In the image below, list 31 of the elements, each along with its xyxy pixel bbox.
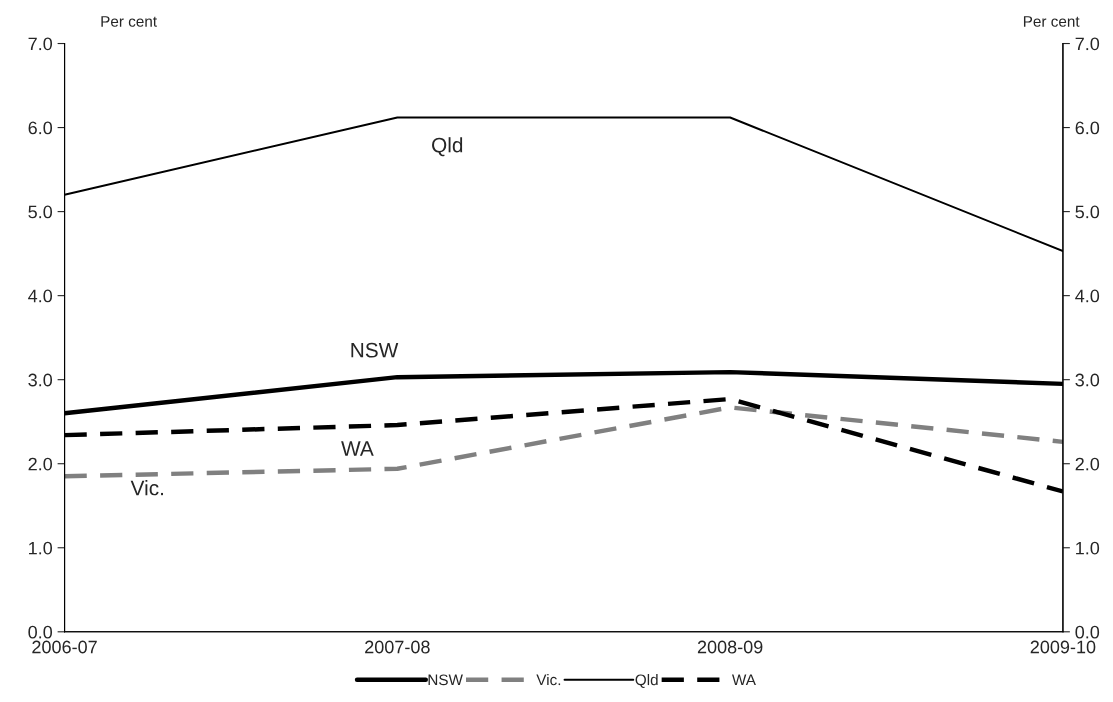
- y-tick-label: 2.0: [28, 457, 53, 471]
- legend-label: Vic.: [536, 674, 561, 686]
- text: WA: [341, 441, 374, 456]
- y-tick-label: 7.0: [28, 37, 53, 51]
- y2-tick-label: 0.0: [1075, 625, 1100, 639]
- x-tick-label: 2008-09: [697, 640, 763, 654]
- y2-tick-label: 6.0: [1075, 121, 1100, 135]
- y2-tick-label: 7.0: [1075, 37, 1100, 51]
- y2-tick-label: 1.0: [1076, 541, 1100, 555]
- y2-axis-title: Per cent: [1023, 16, 1080, 27]
- text: NSW: [351, 342, 399, 358]
- y-tick-label: 0.0: [28, 625, 53, 639]
- y-axis-title: Per cent: [101, 16, 157, 27]
- y-tick-label: 3.0: [28, 373, 53, 387]
- y-tick-label: 4.0: [28, 289, 53, 303]
- y2-tick-label: 2.0: [1075, 457, 1100, 471]
- text: Qld: [432, 137, 463, 157]
- y-tick-label: 1.0: [29, 541, 53, 555]
- y-tick-label: 6.0: [28, 121, 53, 135]
- x-tick-label: 2009-10: [1030, 640, 1096, 654]
- x-tick-label: 2006-07: [32, 640, 97, 654]
- y2-tick-label: 4.0: [1075, 289, 1100, 303]
- line-series: [64, 405, 1063, 479]
- y-tick-label: 5.0: [28, 205, 53, 219]
- text: Vic.: [130, 480, 164, 496]
- legend-label: NSW: [428, 674, 463, 686]
- legend-label: WA: [732, 674, 756, 686]
- x-tick-label: 2007-08: [365, 640, 430, 654]
- y2-tick-label: 5.0: [1075, 205, 1100, 219]
- legend-label: Qld: [635, 674, 658, 688]
- y2-tick-label: 3.0: [1075, 373, 1100, 387]
